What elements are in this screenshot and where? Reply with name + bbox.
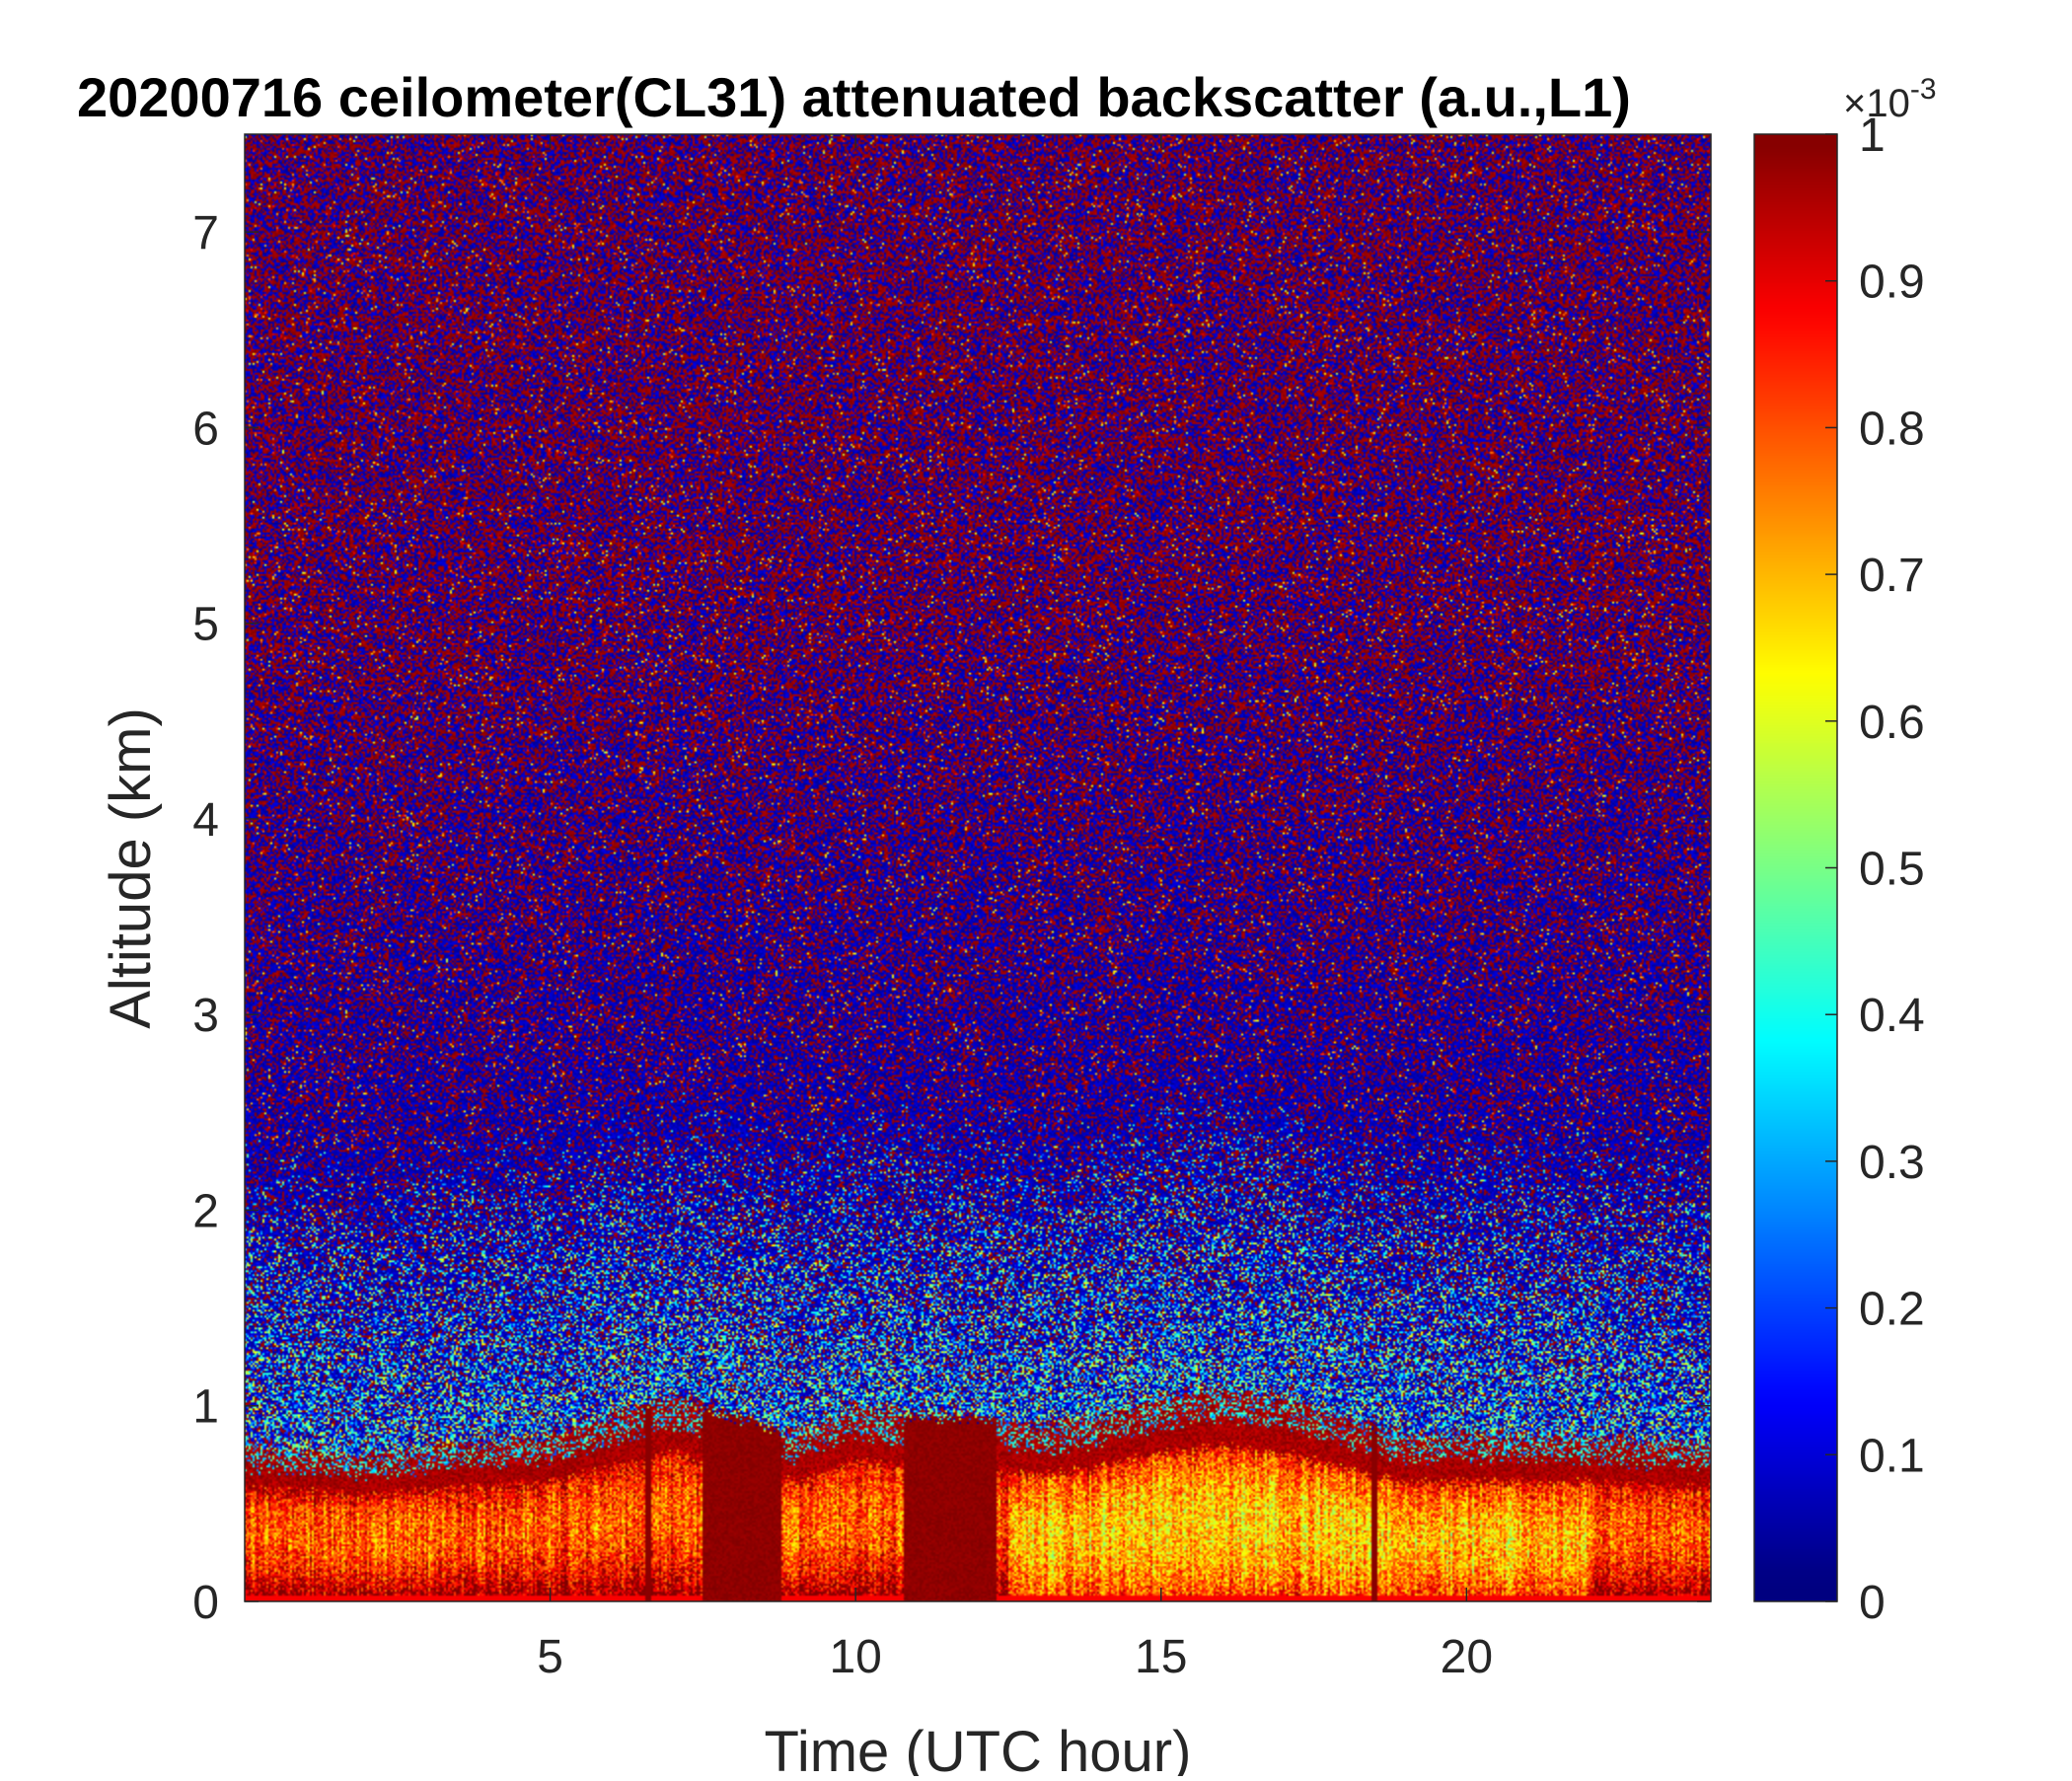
x-axis: 5 10 15 20: [537, 134, 1493, 1683]
colorbar-tick-label: 0.5: [1859, 844, 1925, 896]
colorbar-tick-label: 0.8: [1859, 403, 1925, 455]
y-tick-label: 1: [192, 1381, 219, 1434]
y-tick-label: 2: [192, 1185, 219, 1237]
plot-frame: [244, 133, 1712, 1602]
y-tick-label: 0: [192, 1577, 219, 1629]
colorbar-tick-label: 0.6: [1859, 697, 1925, 749]
colorbar-tick-label: 0.2: [1859, 1284, 1925, 1336]
y-tick-label: 3: [192, 990, 219, 1042]
colorbar-exponent-base: ×10: [1843, 82, 1910, 125]
x-axis-label: Time (UTC hour): [765, 1720, 1192, 1776]
y-tick-label: 6: [192, 403, 219, 455]
y-axis: 0 1 2 3 4 5 6 7: [192, 207, 1711, 1629]
colorbar-exponent-power: -3: [1910, 73, 1937, 106]
y-tick-label: 5: [192, 599, 219, 651]
backscatter-heatmap: [245, 134, 1711, 1601]
colorbar: 0 0.1 0.2 0.3 0.4 0.5 0.6 0.7 0.8 0.9 1: [1753, 110, 1925, 1629]
x-tick-label: 20: [1441, 1631, 1493, 1683]
colorbar-exponent: ×10-3: [1843, 73, 1937, 125]
colorbar-tick-label: 0.7: [1859, 550, 1925, 602]
colorbar-tick-label: 0.4: [1859, 990, 1925, 1042]
y-tick-label: 4: [192, 794, 219, 847]
x-tick-label: 10: [829, 1631, 881, 1683]
colorbar-tick-label: 0.1: [1859, 1430, 1925, 1482]
colorbar-tick-label: 0.3: [1859, 1137, 1925, 1189]
y-tick-label: 7: [192, 207, 219, 260]
colorbar-gradient: [1754, 134, 1837, 1601]
x-tick-label: 5: [537, 1631, 563, 1683]
x-tick-label: 15: [1135, 1631, 1187, 1683]
colorbar-tick-label: 1: [1859, 110, 1886, 162]
plot-area: [245, 134, 1711, 1601]
colorbar-tick-label: 0: [1859, 1577, 1886, 1629]
colorbar-tick-label: 0.9: [1859, 257, 1925, 309]
colorbar-ticks: 0 0.1 0.2 0.3 0.4 0.5 0.6 0.7 0.8 0.9 1: [1825, 110, 1925, 1629]
y-axis-label: Altitude (km): [99, 707, 163, 1029]
chart-title: 20200716 ceilometer(CL31) attenuated bac…: [77, 66, 1631, 128]
